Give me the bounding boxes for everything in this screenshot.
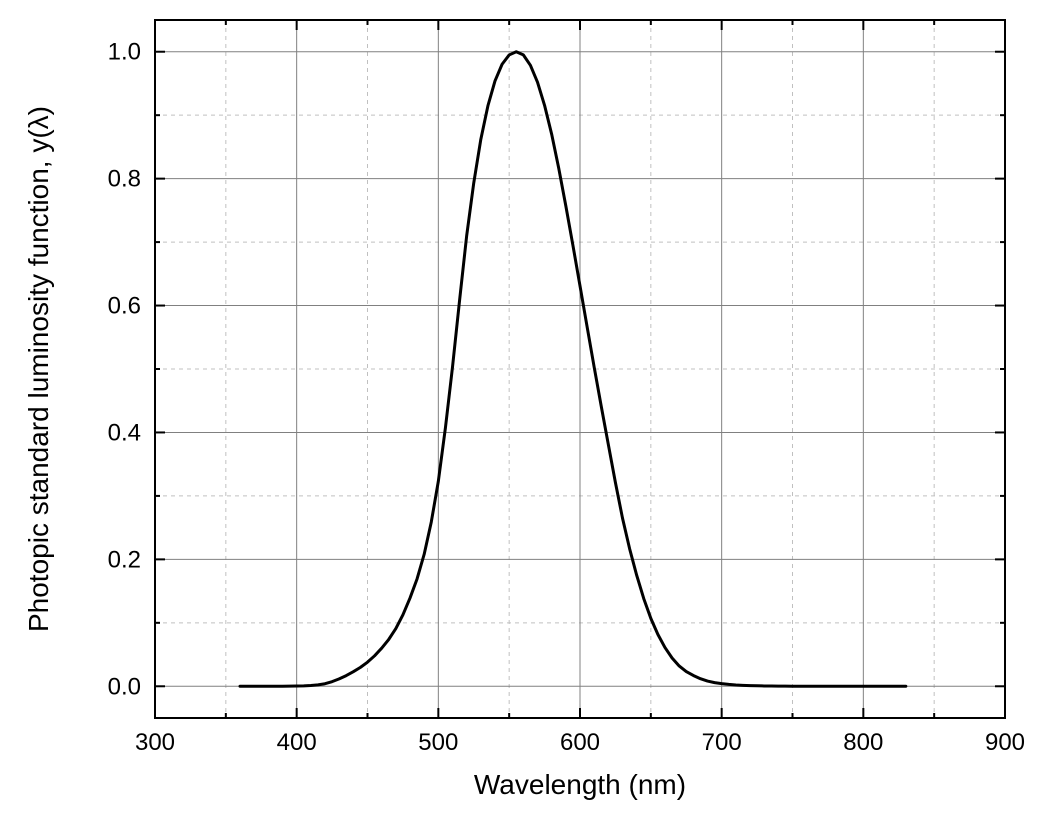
- chart-container: 300 400 500 600 700 800 900 0.0 0.2 0.4 0.6 0.8 1.0 W…: [0, 0, 1054, 821]
- x-tick-label: 800: [843, 729, 883, 756]
- y-tick-label: 0.2: [108, 546, 141, 573]
- luminosity-chart: 300 400 500 600 700 800 900 0.0 0.2 0.4 0.6 0.8 1.0 W…: [0, 0, 1054, 821]
- y-tick-label: 1.0: [108, 39, 141, 66]
- y-tick-label: 0.8: [108, 166, 141, 193]
- x-tick-label: 700: [702, 729, 742, 756]
- y-tick-label: 0.6: [108, 293, 141, 320]
- x-tick-label: 900: [985, 729, 1025, 756]
- x-tick-label: 500: [418, 729, 458, 756]
- y-tick-label: 0.4: [108, 419, 141, 446]
- y-axis-label: Photopic standard luminosity function, y…: [23, 106, 54, 632]
- x-tick-label: 400: [277, 729, 317, 756]
- x-axis-label: Wavelength (nm): [474, 769, 686, 800]
- x-tick-label: 600: [560, 729, 600, 756]
- x-tick-label: 300: [135, 729, 175, 756]
- y-tick-label: 0.0: [108, 673, 141, 700]
